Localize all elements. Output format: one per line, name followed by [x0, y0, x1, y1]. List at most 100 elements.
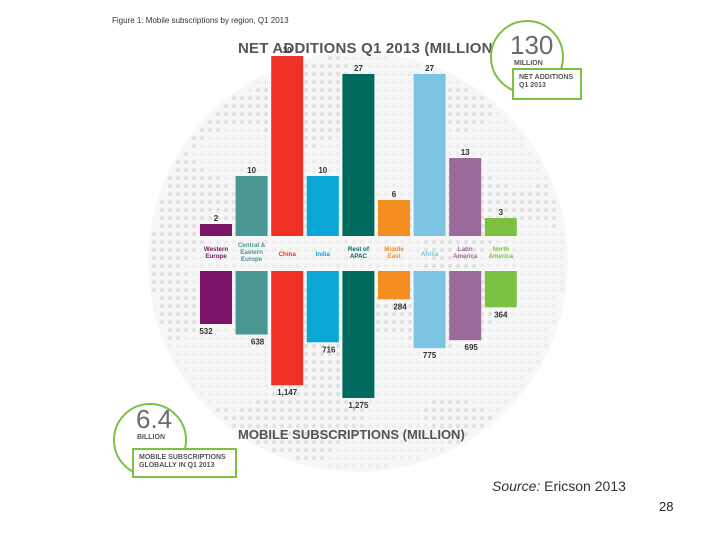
globe-dot — [311, 95, 317, 101]
globe-dot — [207, 143, 213, 149]
globe-dot — [199, 263, 205, 269]
globe-dot — [511, 311, 517, 317]
globe-dot — [175, 271, 181, 277]
globe-dot — [255, 127, 261, 133]
net-additions-bar — [306, 176, 339, 236]
globe-dot — [183, 223, 189, 229]
globe-dot — [239, 255, 245, 261]
globe-dot — [231, 359, 237, 365]
globe-dot — [159, 279, 165, 285]
globe-dot — [487, 375, 493, 381]
subscriptions-badge-unit: BILLION — [137, 434, 165, 441]
globe-dot — [159, 303, 165, 309]
globe-dot — [279, 439, 285, 445]
globe-dot — [479, 391, 485, 397]
globe-dot — [231, 167, 237, 173]
globe-dot — [359, 255, 365, 261]
globe-dot — [375, 319, 381, 325]
globe-dot — [487, 127, 493, 133]
globe-dot — [327, 239, 333, 245]
globe-dot — [399, 63, 405, 69]
globe-dot — [215, 183, 221, 189]
globe-dot — [319, 79, 325, 85]
globe-dot — [159, 295, 165, 301]
globe-dot — [503, 127, 509, 133]
globe-dot — [383, 439, 389, 445]
globe-dot — [391, 119, 397, 125]
globe-dot — [279, 399, 285, 405]
globe-dot — [231, 303, 237, 309]
globe-dot — [263, 407, 269, 413]
globe-dot — [399, 447, 405, 453]
globe-dot — [407, 127, 413, 133]
globe-dot — [375, 303, 381, 309]
globe-dot — [535, 255, 541, 261]
globe-dot — [255, 151, 261, 157]
globe-dot — [455, 95, 461, 101]
globe-dot — [223, 191, 229, 197]
globe-dot — [455, 111, 461, 117]
globe-dot — [223, 207, 229, 213]
globe-dot — [391, 375, 397, 381]
globe-dot — [495, 167, 501, 173]
net-additions-value-label: 27 — [354, 64, 363, 73]
globe-dot — [487, 263, 493, 269]
globe-dot — [183, 215, 189, 221]
globe-dot — [327, 159, 333, 165]
globe-dot — [191, 255, 197, 261]
globe-dot — [447, 367, 453, 373]
globe-dot — [175, 351, 181, 357]
subscriptions-value-label: 775 — [423, 351, 437, 360]
globe-dot — [311, 255, 317, 261]
globe-dot — [351, 239, 357, 245]
globe-dot — [263, 111, 269, 117]
globe-dot — [287, 239, 293, 245]
globe-dot — [271, 255, 277, 261]
globe-dot — [247, 383, 253, 389]
globe-dot — [519, 255, 525, 261]
globe-dot — [495, 199, 501, 205]
globe-dot — [391, 455, 397, 461]
globe-dot — [175, 255, 181, 261]
globe-dot — [183, 335, 189, 341]
globe-dot — [247, 127, 253, 133]
globe-dot — [439, 431, 445, 437]
globe-dot — [271, 399, 277, 405]
globe-dot — [439, 415, 445, 421]
globe-dot — [263, 391, 269, 397]
globe-dot — [223, 263, 229, 269]
globe-dot — [535, 191, 541, 197]
globe-dot — [535, 343, 541, 349]
globe-dot — [423, 415, 429, 421]
globe-dot — [407, 415, 413, 421]
globe-dot — [495, 207, 501, 213]
globe-dot — [191, 143, 197, 149]
globe-dot — [383, 463, 389, 469]
globe-dot — [191, 135, 197, 141]
globe-dot — [447, 263, 453, 269]
globe-dot — [383, 247, 389, 253]
globe-dot — [399, 423, 405, 429]
globe-dot — [551, 319, 557, 325]
globe-dot — [359, 439, 365, 445]
globe-dot — [239, 167, 245, 173]
globe-dot — [319, 439, 325, 445]
globe-dot — [231, 223, 237, 229]
globe-dot — [383, 127, 389, 133]
globe-dot — [239, 159, 245, 165]
globe-dot — [535, 351, 541, 357]
globe-dot — [175, 199, 181, 205]
globe-dot — [287, 415, 293, 421]
globe-dot — [183, 159, 189, 165]
globe-dot — [399, 311, 405, 317]
globe-dot — [375, 335, 381, 341]
globe-dot — [239, 343, 245, 349]
globe-dot — [311, 159, 317, 165]
globe-dot — [511, 127, 517, 133]
globe-dot — [479, 343, 485, 349]
globe-dot — [335, 167, 341, 173]
globe-dot — [215, 351, 221, 357]
globe-dot — [207, 127, 213, 133]
globe-dot — [303, 247, 309, 253]
globe-dot — [415, 383, 421, 389]
